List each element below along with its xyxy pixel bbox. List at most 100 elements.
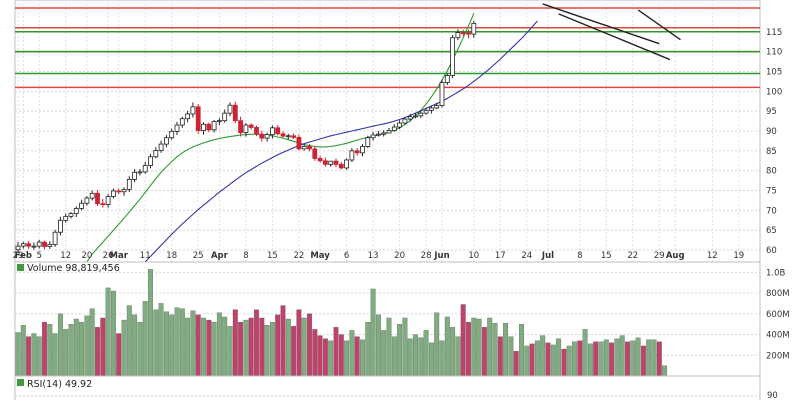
volume-bar	[47, 324, 53, 377]
volume-bar	[566, 345, 572, 377]
volume-bar	[31, 333, 37, 377]
candle-body	[195, 106, 201, 132]
date-tick-label: 15	[601, 251, 612, 261]
date-tick-label: 24	[521, 251, 532, 261]
date-tick-label: 29	[654, 251, 665, 261]
volume-bar	[386, 317, 392, 377]
volume-bar	[42, 321, 47, 377]
volume-bar	[110, 290, 116, 377]
candle-body	[47, 244, 53, 247]
candle-body	[137, 171, 143, 174]
date-tick-label: Jun	[433, 251, 449, 261]
volume-bar	[519, 324, 524, 377]
candle-body	[163, 137, 169, 145]
volume-bar	[529, 343, 535, 377]
candle-body	[344, 159, 350, 169]
candle-body	[158, 143, 164, 151]
sma-fast-line	[86, 13, 475, 263]
candle-body	[232, 104, 238, 122]
candle-body	[397, 122, 403, 128]
volume-bar	[238, 321, 244, 377]
price-y-axis: 60 65 70 75 80 85 90 95 100 105 110 115	[766, 28, 782, 256]
candle-body	[190, 106, 196, 115]
volume-bar	[312, 329, 318, 377]
volume-bar	[20, 325, 26, 377]
candle-body	[264, 134, 270, 139]
candle-body	[42, 241, 47, 247]
volume-bar	[232, 309, 238, 377]
volume-bar	[471, 317, 477, 377]
volume-bar	[190, 310, 196, 377]
volume-bar	[656, 341, 662, 377]
volume-bar	[577, 340, 583, 377]
volume-bar	[63, 329, 69, 377]
volume-bar	[503, 322, 509, 377]
candle-body	[95, 192, 100, 205]
volume-bar	[52, 333, 58, 377]
volume-bar	[148, 269, 153, 377]
candle-body	[132, 171, 138, 180]
volume-bar	[375, 314, 381, 377]
volume-bar	[428, 342, 434, 377]
candle-body	[407, 116, 413, 120]
volume-bar	[15, 332, 21, 377]
volume-bar	[26, 336, 32, 377]
candle-body	[322, 160, 328, 165]
rsi-panel: RSI(14) 49.92 90	[14, 375, 778, 404]
date-tick-label: 17	[495, 251, 506, 261]
volume-tick-label: 400M	[766, 331, 790, 341]
price-gridlines	[15, 0, 760, 262]
date-tick-label: 13	[368, 251, 379, 261]
candle-body	[238, 120, 244, 133]
volume-bar	[285, 318, 291, 377]
candle-body	[179, 118, 185, 126]
candle-body	[31, 245, 37, 248]
volume-y-axis: 1.0B 800M 600M 400M 200M	[766, 268, 790, 361]
volume-bar	[614, 338, 620, 377]
volume-bar	[89, 308, 95, 377]
candle-body	[211, 121, 217, 131]
date-tick-label: 28	[421, 251, 432, 261]
volume-bar	[322, 338, 328, 377]
volume-bar	[587, 343, 593, 377]
volume-bar	[651, 339, 657, 377]
candle-body	[370, 134, 376, 139]
volume-bar	[476, 318, 482, 377]
candle-body	[63, 215, 69, 221]
volume-bar	[582, 329, 588, 377]
volume-bar	[259, 317, 265, 377]
volume-bar	[100, 317, 106, 377]
candle-body	[413, 115, 418, 118]
candle-body	[328, 160, 334, 165]
candle-body	[126, 179, 132, 190]
trend-line	[542, 3, 660, 45]
candle-body	[349, 150, 355, 161]
volume-bar	[524, 345, 530, 377]
volume-bar	[280, 305, 286, 377]
volume-bar	[79, 321, 85, 377]
volume-bar	[497, 336, 503, 377]
volume-bar	[397, 324, 403, 377]
volume-bar	[360, 339, 365, 377]
date-tick-label: 18	[166, 251, 177, 261]
candle-body	[402, 118, 408, 124]
candle-body	[142, 165, 148, 173]
candle-body	[116, 190, 122, 193]
candle-body	[317, 157, 323, 162]
candle-body	[301, 146, 307, 150]
price-tick-label: 95	[766, 107, 777, 117]
candle-body	[105, 196, 111, 205]
volume-bar	[185, 317, 191, 377]
volume-bar	[338, 334, 344, 377]
date-tick-label: 6	[344, 251, 349, 261]
candle-body	[285, 135, 291, 138]
date-tick-label: Mar	[110, 251, 129, 261]
candle-body	[391, 126, 397, 132]
volume-bar	[450, 327, 456, 377]
volume-bar	[365, 321, 371, 377]
volume-bar	[121, 319, 127, 377]
candle-body	[20, 243, 26, 247]
candle-body	[216, 120, 222, 123]
horizontal-levels	[15, 7, 760, 89]
volume-bar	[407, 338, 413, 377]
